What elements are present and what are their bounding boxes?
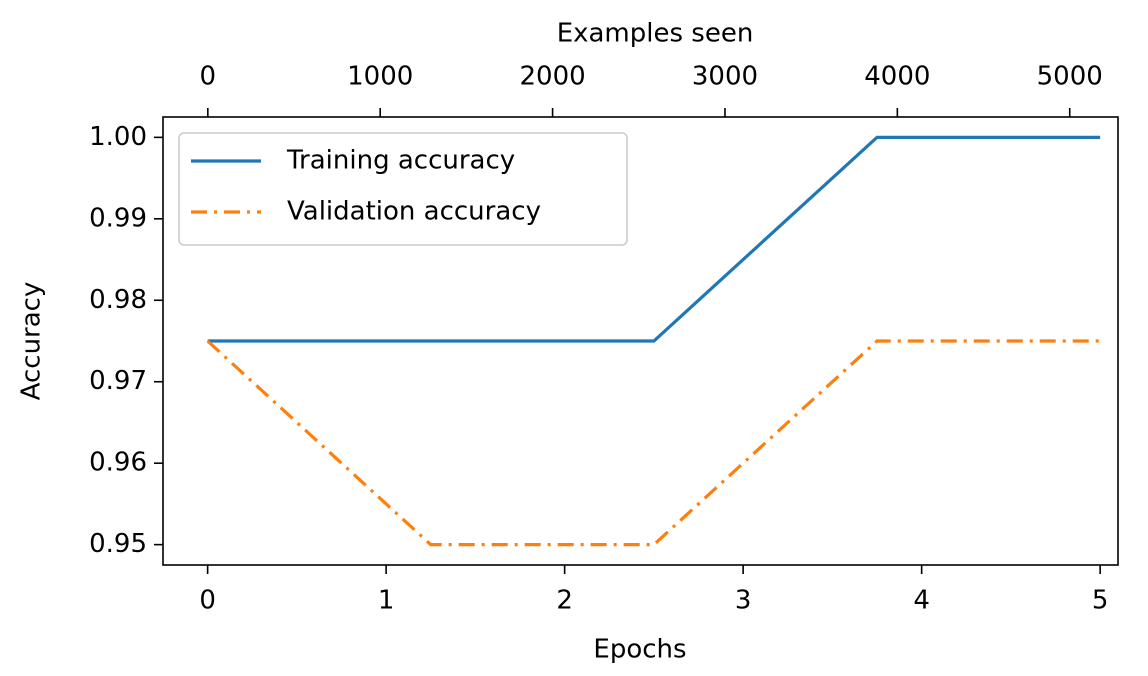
- x-tick-label: 4: [913, 586, 930, 616]
- legend-label: Validation accuracy: [287, 197, 541, 227]
- y-tick-label: 0.96: [89, 448, 147, 478]
- legend-label: Training accuracy: [286, 146, 515, 176]
- x-tick-label: 1: [378, 586, 395, 616]
- x-tick-label: 0: [199, 586, 216, 616]
- plot-frame: [162, 116, 1119, 566]
- y-tick-label: 0.99: [89, 203, 147, 233]
- x-tick-label: 5: [1092, 586, 1109, 616]
- x2-tick-label: 5000: [1037, 62, 1103, 92]
- x-tick-label: 3: [735, 586, 752, 616]
- x2-tick-label: 3000: [692, 62, 758, 92]
- y-axis-label: Accuracy: [17, 282, 47, 401]
- data-line: [206, 339, 1101, 547]
- legend: Training accuracy Validation accuracy: [178, 132, 628, 246]
- legend-box: [178, 132, 628, 246]
- data-line: [207, 135, 1101, 343]
- x2-tick-label: 4000: [864, 62, 930, 92]
- x-tick-label: 2: [556, 586, 573, 616]
- x2-tick-label: 2000: [519, 62, 585, 92]
- y-tick-label: 0.98: [89, 285, 147, 315]
- y-tick-label: 0.95: [89, 529, 147, 559]
- x2-tick-label: 0: [200, 62, 217, 92]
- y-tick-label: 1.00: [89, 122, 147, 152]
- x2-tick-label: 1000: [347, 62, 413, 92]
- x2-axis-label: Examples seen: [557, 19, 754, 49]
- x-axis-label: Epochs: [593, 635, 686, 665]
- y-tick-label: 0.97: [89, 366, 147, 396]
